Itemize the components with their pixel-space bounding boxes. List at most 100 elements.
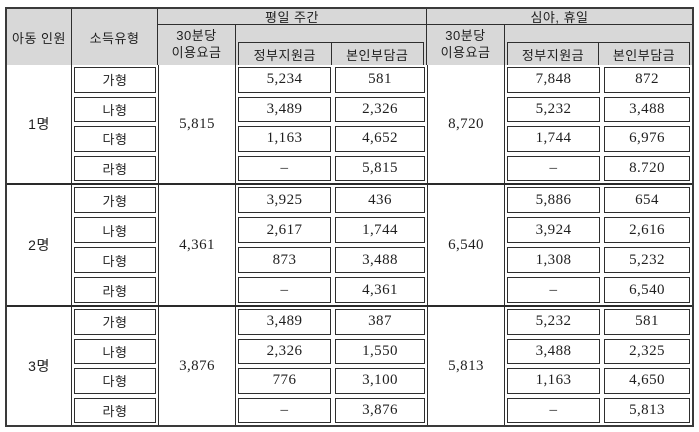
weekday-gov-subsidy-slot: 1,163 (236, 124, 333, 154)
fee-label-line1: 30분당 (176, 28, 217, 44)
weekday-gov-subsidy-slot: 2,326 (236, 337, 333, 367)
weekday-self-payment-column: 436 1,744 3,488 4,361 (333, 185, 427, 305)
night-gov-subsidy-cell: 3,488 (507, 338, 600, 364)
header-night-title: 심야, 휴일 (427, 9, 692, 25)
night-fee-cell: 8,720 (427, 65, 505, 183)
weekday-gov-subsidy-cell: 3,925 (238, 187, 331, 213)
night-gov-subsidy-cell: 1,308 (507, 247, 600, 273)
weekday-gov-subsidy-cell: 873 (238, 247, 331, 273)
table-section: 3명 가형 나형 다형 라형 3,876 3,489 2,326 776–387 1,550 3,1… (7, 305, 692, 425)
night-gov-subsidy-slot: – (505, 275, 602, 305)
weekday-self-payment-cell: 3,100 (335, 368, 425, 394)
night-self-payment-cell: 654 (604, 187, 690, 213)
night-gov-subsidy-slot: 5,232 (505, 95, 602, 125)
night-fee-cell: 5,813 (427, 307, 505, 425)
child-count-cell: 1명 (7, 65, 72, 183)
header-weekday-title: 평일 주간 (158, 9, 426, 25)
weekday-self-payment-slot: 436 (333, 185, 427, 215)
weekday-self-payment-slot: 3,876 (333, 396, 427, 426)
night-self-payment-cell: 5,813 (604, 397, 690, 423)
weekday-self-payment-column: 387 1,550 3,100 3,876 (333, 307, 427, 425)
night-gov-subsidy-slot: 5,232 (505, 307, 602, 337)
weekday-self-payment-slot: 3,100 (333, 366, 427, 396)
night-gov-subsidy-cell: 5,232 (507, 96, 600, 122)
table-body: 1명 가형 나형 다형 라형 5,815 5,234 3,489 1,163–581 2,326 4… (7, 65, 692, 425)
weekday-gov-subsidy-slot: 873 (236, 245, 333, 275)
night-gov-subsidy-cell: – (507, 155, 600, 181)
night-self-payment-slot: 3,488 (602, 95, 692, 125)
night-gov-subsidy-slot: 1,744 (505, 124, 602, 154)
income-type-slot: 다형 (72, 366, 158, 396)
header-weekday-pair: 정부지원금 본인부담금 (236, 25, 426, 65)
weekday-fee-cell: 5,815 (158, 65, 236, 183)
weekday-gov-subsidy-cell: – (238, 155, 331, 181)
table-section: 1명 가형 나형 다형 라형 5,815 5,234 3,489 1,163–581 2,326 4… (7, 65, 692, 183)
income-type-cell: 다형 (74, 247, 156, 273)
income-type-slot: 라형 (72, 275, 158, 305)
weekday-self-payment-cell: 1,744 (335, 217, 425, 243)
night-self-payment-column: 581 2,325 4,650 5,813 (602, 307, 692, 425)
night-self-payment-cell: 581 (604, 309, 690, 335)
night-self-payment-slot: 8.720 (602, 154, 692, 184)
header-weekday-subrow: 30분당 이용요금 정부지원금 본인부담금 (158, 25, 426, 65)
night-gov-subsidy-slot: 3,488 (505, 337, 602, 367)
night-gov-subsidy-column: 5,232 3,488 1,163 – (505, 307, 602, 425)
night-gov-subsidy-slot: – (505, 396, 602, 426)
header-weekday-self-payment: 본인부담금 (331, 42, 424, 65)
weekday-gov-subsidy-slot: 5,234 (236, 65, 333, 95)
weekday-gov-subsidy-slot: 3,489 (236, 307, 333, 337)
income-type-cell: 가형 (74, 67, 156, 93)
night-self-payment-cell: 2,616 (604, 217, 690, 243)
weekday-fee-cell: 4,361 (158, 185, 236, 305)
header-child-count: 아동 인원 (7, 9, 72, 65)
night-gov-subsidy-slot: 5,886 (505, 185, 602, 215)
income-type-cell: 다형 (74, 126, 156, 152)
night-gov-subsidy-column: 5,886 3,924 1,308 – (505, 185, 602, 305)
night-self-payment-slot: 581 (602, 307, 692, 337)
weekday-gov-subsidy-cell: 5,234 (238, 67, 331, 93)
night-gov-subsidy-cell: 7,848 (507, 67, 600, 93)
night-self-payment-cell: 3,488 (604, 96, 690, 122)
night-self-payment-slot: 4,650 (602, 366, 692, 396)
weekday-self-payment-slot: 3,488 (333, 245, 427, 275)
income-type-column: 가형 나형 다형 라형 (72, 307, 158, 425)
night-self-payment-slot: 2,616 (602, 215, 692, 245)
header-night-subrow: 30분당 이용요금 정부지원금 본인부담금 (427, 25, 692, 65)
income-type-slot: 가형 (72, 185, 158, 215)
income-type-cell: 가형 (74, 309, 156, 335)
header-night-pair: 정부지원금 본인부담금 (505, 25, 692, 65)
night-gov-subsidy-column: 7,848 5,232 1,744 – (505, 65, 602, 183)
income-type-cell: 나형 (74, 217, 156, 243)
income-type-cell: 나형 (74, 96, 156, 122)
weekday-gov-subsidy-column: 3,925 2,617 873 – (236, 185, 333, 305)
weekday-self-payment-slot: 1,744 (333, 215, 427, 245)
header-weekday-fee-per-30min: 30분당 이용요금 (158, 25, 236, 65)
night-self-payment-cell: 6,976 (604, 126, 690, 152)
table-section: 2명 가형 나형 다형 라형 4,361 3,925 2,617 873–436 1,744 3,4… (7, 183, 692, 305)
weekday-gov-subsidy-cell: – (238, 277, 331, 303)
night-self-payment-cell: 872 (604, 67, 690, 93)
income-type-cell: 라형 (74, 397, 156, 423)
night-self-payment-cell: 2,325 (604, 338, 690, 364)
night-self-payment-slot: 654 (602, 185, 692, 215)
night-self-payment-slot: 2,325 (602, 337, 692, 367)
weekday-gov-subsidy-cell: 2,326 (238, 338, 331, 364)
income-type-slot: 가형 (72, 307, 158, 337)
night-gov-subsidy-cell: 5,886 (507, 187, 600, 213)
weekday-self-payment-cell: 436 (335, 187, 425, 213)
table-header: 아동 인원 소득유형 평일 주간 30분당 이용요금 정부지원금 본인부담금 심… (7, 9, 692, 65)
night-gov-subsidy-slot: 1,163 (505, 366, 602, 396)
weekday-gov-subsidy-cell: 1,163 (238, 126, 331, 152)
weekday-self-payment-slot: 4,652 (333, 124, 427, 154)
header-weekday-section: 평일 주간 30분당 이용요금 정부지원금 본인부담금 (158, 9, 427, 65)
weekday-self-payment-cell: 2,326 (335, 96, 425, 122)
night-gov-subsidy-slot: 3,924 (505, 215, 602, 245)
night-self-payment-column: 872 3,488 6,976 8.720 (602, 65, 692, 183)
weekday-self-payment-slot: 1,550 (333, 337, 427, 367)
header-night-self-payment: 본인부담금 (599, 42, 690, 65)
income-type-cell: 다형 (74, 368, 156, 394)
weekday-self-payment-cell: 1,550 (335, 338, 425, 364)
header-night-section: 심야, 휴일 30분당 이용요금 정부지원금 본인부담금 (427, 9, 692, 65)
header-weekday-gov-subsidy: 정부지원금 (238, 42, 332, 65)
night-gov-subsidy-slot: – (505, 154, 602, 184)
